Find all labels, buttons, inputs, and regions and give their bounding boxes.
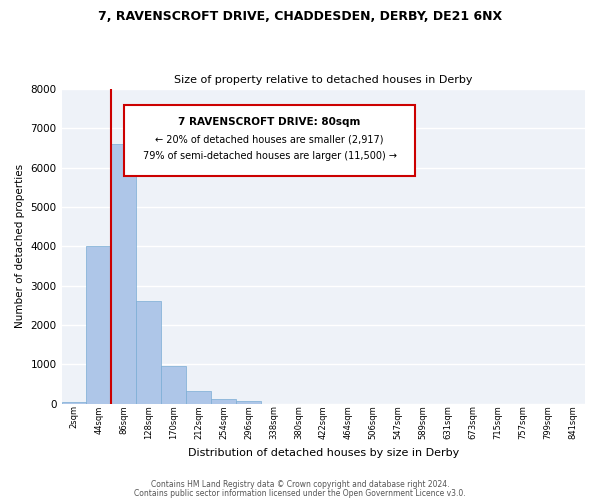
Bar (236, 400, 261, 404)
Bar (186, 391, 211, 404)
X-axis label: Distribution of detached houses by size in Derby: Distribution of detached houses by size … (188, 448, 459, 458)
Text: Contains HM Land Registry data © Crown copyright and database right 2024.: Contains HM Land Registry data © Crown c… (151, 480, 449, 489)
Bar (124, 105, 415, 176)
Bar (112, 144, 136, 404)
Text: 7 RAVENSCROFT DRIVE: 80sqm: 7 RAVENSCROFT DRIVE: 80sqm (178, 118, 361, 128)
Bar (161, 366, 186, 404)
Bar (62, 402, 86, 404)
Bar (86, 246, 112, 404)
Y-axis label: Number of detached properties: Number of detached properties (15, 164, 25, 328)
Bar (211, 399, 236, 404)
Text: Contains public sector information licensed under the Open Government Licence v3: Contains public sector information licen… (134, 488, 466, 498)
Text: 7, RAVENSCROFT DRIVE, CHADDESDEN, DERBY, DE21 6NX: 7, RAVENSCROFT DRIVE, CHADDESDEN, DERBY,… (98, 10, 502, 23)
Text: ← 20% of detached houses are smaller (2,917): ← 20% of detached houses are smaller (2,… (155, 134, 384, 144)
Bar (136, 302, 161, 404)
Title: Size of property relative to detached houses in Derby: Size of property relative to detached ho… (174, 76, 473, 86)
Text: 79% of semi-detached houses are larger (11,500) →: 79% of semi-detached houses are larger (… (143, 152, 397, 162)
